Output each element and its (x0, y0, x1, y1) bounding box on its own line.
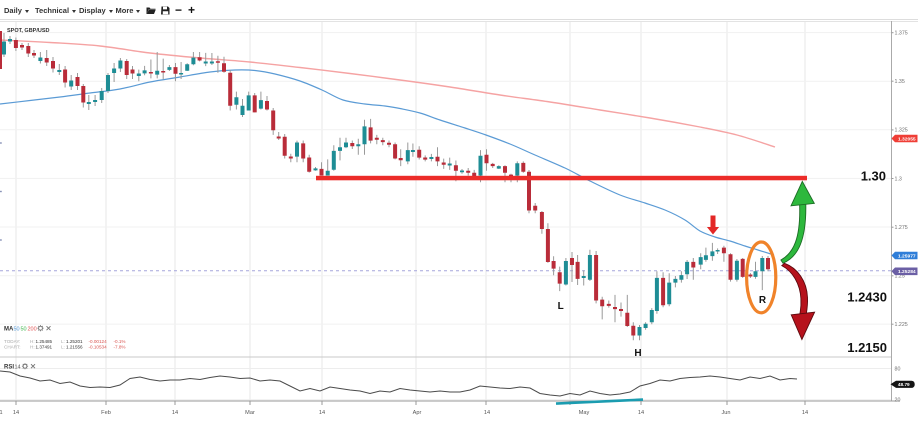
svg-text:20: 20 (895, 398, 901, 404)
svg-text:1.325: 1.325 (895, 128, 908, 134)
svg-text:14: 14 (319, 410, 325, 416)
svg-text:H: H (634, 348, 641, 359)
svg-text:1.25977: 1.25977 (898, 253, 916, 259)
svg-text:Feb: Feb (101, 410, 111, 416)
svg-text:1.3: 1.3 (895, 176, 902, 182)
svg-text:50: 50 (21, 326, 27, 332)
svg-text:Mar: Mar (245, 410, 255, 416)
svg-text:Apr: Apr (413, 410, 422, 416)
svg-text:TODAY:: TODAY: (4, 339, 20, 344)
svg-text:1.25201: 1.25201 (66, 339, 83, 344)
svg-text:14: 14 (172, 410, 178, 416)
svg-text:1.37491: 1.37491 (36, 345, 53, 350)
svg-text:RSI: RSI (4, 364, 14, 370)
svg-text:200: 200 (28, 326, 37, 332)
svg-text:48.79: 48.79 (898, 382, 910, 387)
svg-text:SPOT, GBP/USD: SPOT, GBP/USD (7, 28, 50, 34)
svg-text:1.25: 1.25 (895, 274, 905, 280)
svg-text:1.2430: 1.2430 (847, 290, 887, 305)
svg-text:50: 50 (14, 326, 20, 332)
svg-text:1.375: 1.375 (895, 31, 908, 37)
svg-text:1.225: 1.225 (895, 322, 908, 328)
svg-text:H:: H: (30, 345, 35, 350)
svg-text:14: 14 (484, 410, 490, 416)
svg-text:14: 14 (13, 410, 19, 416)
svg-text:-7.8%: -7.8% (114, 345, 126, 350)
svg-text:L:: L: (61, 339, 65, 344)
svg-text:1.30: 1.30 (861, 169, 886, 184)
svg-text:Jun: Jun (721, 410, 730, 416)
svg-text:1.32055: 1.32055 (898, 136, 916, 142)
svg-text:L:: L: (61, 345, 65, 350)
svg-text:14: 14 (638, 410, 644, 416)
svg-text:May: May (579, 410, 590, 416)
svg-text:1.35: 1.35 (895, 79, 905, 85)
svg-text:1.21556: 1.21556 (66, 345, 83, 350)
svg-text:80: 80 (895, 367, 901, 373)
svg-text:L: L (558, 301, 564, 312)
svg-text:1.2150: 1.2150 (847, 340, 887, 355)
svg-text:14: 14 (802, 410, 808, 416)
svg-text:1.25284: 1.25284 (898, 269, 916, 275)
svg-text:H:: H: (30, 339, 35, 344)
svg-text:CHART:: CHART: (4, 345, 21, 350)
svg-text:-0.1%: -0.1% (114, 339, 126, 344)
svg-text:1.275: 1.275 (895, 225, 908, 231)
svg-text:1: 1 (0, 410, 3, 416)
svg-text:14: 14 (15, 364, 21, 370)
svg-text:1.25485: 1.25485 (36, 339, 53, 344)
svg-text:R: R (759, 295, 767, 306)
svg-text:MA: MA (4, 326, 14, 332)
svg-text:-0.00124: -0.00124 (89, 339, 108, 344)
svg-text:-0.10534: -0.10534 (89, 345, 108, 350)
